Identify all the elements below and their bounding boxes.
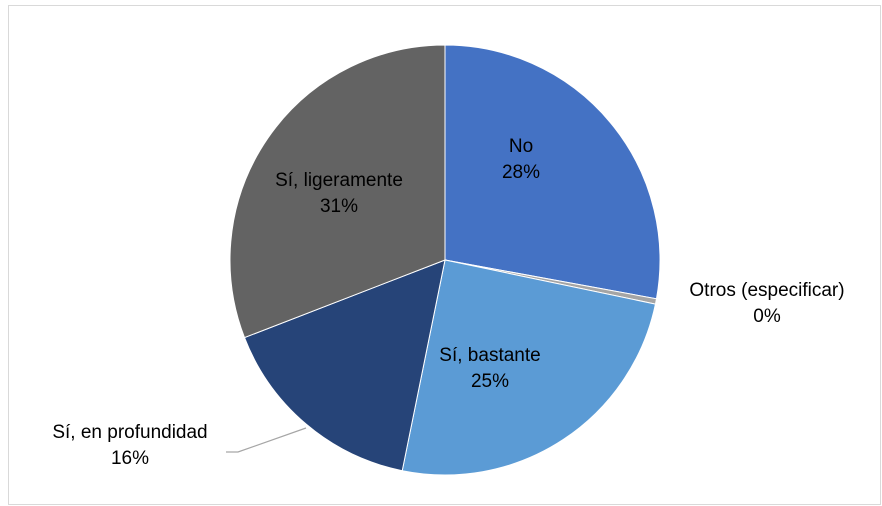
slice-value-label: 28% [502, 162, 540, 183]
slices [229, 44, 661, 476]
slice-value-label: 31% [320, 196, 358, 217]
slice-label: Sí, ligeramente [275, 170, 403, 191]
pie-slice [229, 44, 446, 339]
slice-label: Sí, en profundidad [52, 422, 207, 443]
pie-slice [444, 44, 661, 300]
slice-value-label: 0% [753, 306, 781, 327]
slice-value-label: 25% [471, 371, 509, 392]
pie-slice [401, 259, 657, 476]
slice-value-label: 16% [111, 448, 149, 469]
pie-slice [243, 259, 446, 472]
slice-label: Otros (especificar) [689, 280, 844, 301]
slice-label: Sí, bastante [439, 345, 540, 366]
leader-line [226, 427, 307, 453]
slice-label: No [509, 136, 533, 157]
